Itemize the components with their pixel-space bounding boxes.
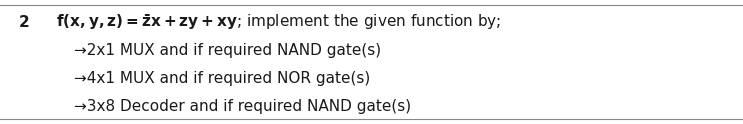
Text: $\mathbf{f(x, y, z) = \bar{z}x + zy + xy}$; implement the given function by;: $\mathbf{f(x, y, z) = \bar{z}x + zy + xy… [56,12,501,32]
Text: →3x8 Decoder and if required NAND gate(s): →3x8 Decoder and if required NAND gate(s… [74,99,412,113]
Text: 2: 2 [19,15,29,30]
Text: →4x1 MUX and if required NOR gate(s): →4x1 MUX and if required NOR gate(s) [74,71,371,86]
Text: →2x1 MUX and if required NAND gate(s): →2x1 MUX and if required NAND gate(s) [74,43,381,58]
